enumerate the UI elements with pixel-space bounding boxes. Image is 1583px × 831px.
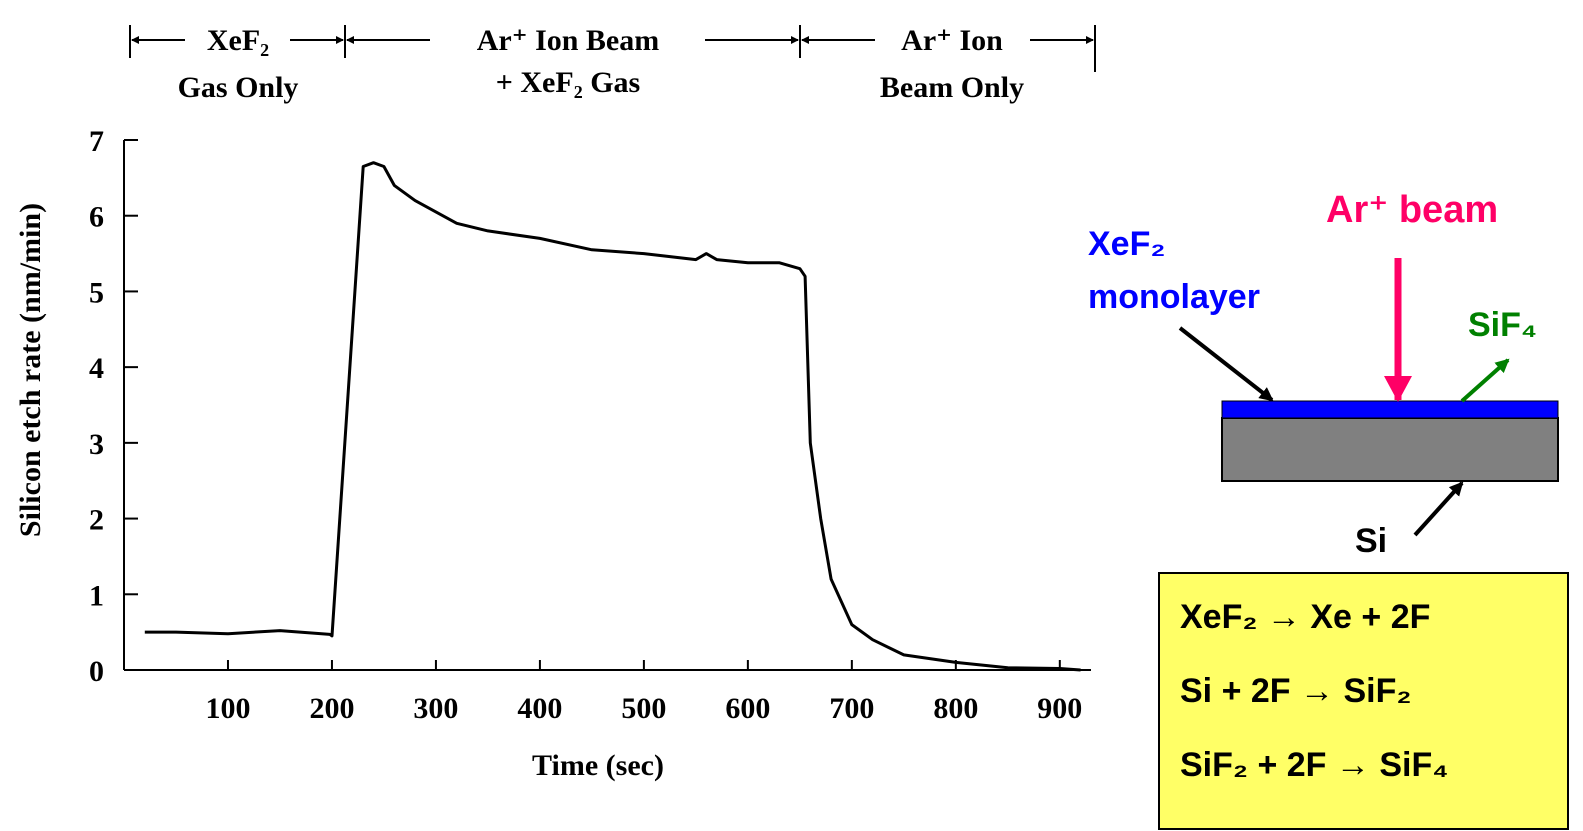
- y-tick-label: 7: [89, 125, 104, 158]
- product-arrow: [1460, 358, 1510, 403]
- region-label: Beam Only: [880, 71, 1024, 104]
- region-label: XeF₂: [207, 24, 269, 57]
- xef2-layer: [1221, 400, 1559, 419]
- y-tick-label: 0: [89, 655, 104, 688]
- product-label: SiF₄: [1468, 306, 1537, 344]
- x-axis-label: Time (sec): [532, 749, 664, 782]
- plot: 0 1 2 3 4 5 6 7 100 200 300 400 500 600 700 800 900: [89, 125, 1091, 725]
- equation: XeF₂ → Xe + 2F: [1180, 598, 1430, 636]
- region-label: + XeF₂ Gas: [496, 66, 640, 99]
- layer-label: XeF₂: [1088, 225, 1165, 263]
- data-line: [144, 161, 1081, 672]
- equation: SiF₂ + 2F → SiF₄: [1180, 746, 1448, 784]
- x-tick-label: 500: [621, 692, 666, 725]
- beam-label: Ar⁺ beam: [1326, 189, 1498, 231]
- x-tick-label: 300: [413, 692, 458, 725]
- x-tick-label: 200: [309, 692, 354, 725]
- substrate-label: Si: [1355, 522, 1387, 560]
- region-label: Ar⁺ Ion Beam: [477, 24, 660, 57]
- equation: Si + 2F → SiF₂: [1180, 672, 1411, 710]
- y-tick-label: 2: [89, 504, 104, 537]
- region-label: Ar⁺ Ion: [901, 24, 1003, 57]
- x-tick-label: 100: [205, 692, 250, 725]
- x-tick-label: 400: [517, 692, 562, 725]
- substrate-arrow: [1413, 481, 1464, 537]
- layer-arrow: [1178, 326, 1274, 402]
- silicon-substrate: [1221, 417, 1559, 482]
- x-tick-label: 600: [725, 692, 770, 725]
- y-tick-label: 4: [89, 352, 104, 385]
- y-tick-label: 6: [89, 201, 104, 234]
- diagram: XeF₂ monolayer Ar⁺ beam SiF₄ Si XeF₂ → X…: [1088, 189, 1569, 830]
- y-tick-label: 1: [89, 579, 104, 612]
- y-tick-label: 3: [89, 428, 104, 461]
- x-tick-label: 800: [933, 692, 978, 725]
- y-axis-label: Silicon etch rate (nm/min): [14, 203, 47, 537]
- region-label: Gas Only: [178, 71, 299, 104]
- region-brackets: [129, 25, 1096, 72]
- x-tick-label: 700: [829, 692, 874, 725]
- x-tick-label: 900: [1037, 692, 1082, 725]
- equation-box: [1158, 572, 1569, 830]
- y-tick-label: 5: [89, 276, 104, 309]
- layer-label: monolayer: [1088, 278, 1260, 316]
